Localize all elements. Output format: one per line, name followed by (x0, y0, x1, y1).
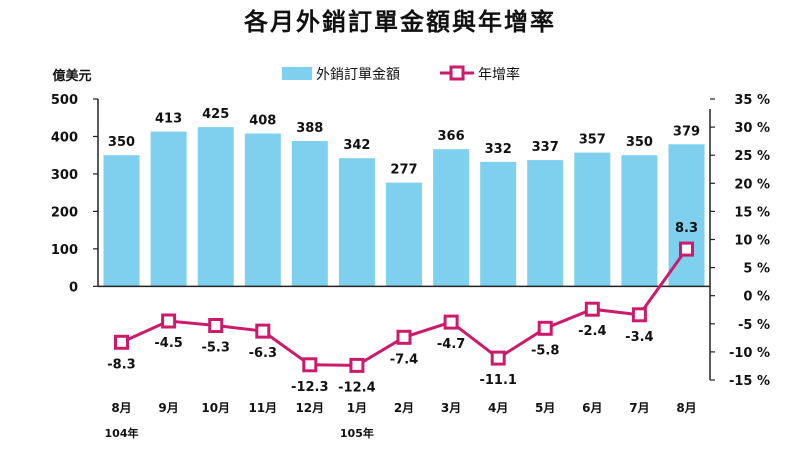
growth-rate-label: -6.3 (249, 346, 277, 361)
labels-layer: 350 413 425 408 388 342 277 366 332 337 357 350 379 -… (107, 107, 700, 395)
legend-bar-swatch (282, 67, 312, 80)
right-tick-label: -10 % (729, 346, 770, 361)
growth-rate-label: 8.3 (675, 221, 698, 236)
bar-value-label: 350 (108, 135, 135, 150)
category-label: 10月 (201, 401, 230, 415)
right-tick-label: 35 % (734, 93, 770, 108)
growth-rate-point (302, 357, 318, 373)
bar (150, 131, 187, 287)
bar (291, 141, 328, 287)
bar-value-label: 408 (249, 114, 276, 129)
category-label: 4月 (488, 401, 508, 415)
legend: 外銷訂單金額 年增率 (282, 65, 520, 83)
right-tick-label: 25 % (734, 149, 770, 164)
bar (244, 133, 281, 287)
category-label: 7月 (629, 401, 649, 415)
bar-value-label: 350 (626, 135, 653, 150)
right-tick-label: 30 % (734, 121, 770, 136)
bar-value-label: 342 (343, 138, 370, 153)
bar (433, 149, 470, 287)
line-layer (114, 241, 694, 373)
right-tick-label: 0 % (743, 290, 770, 305)
growth-rate-label: -11.1 (479, 373, 516, 388)
left-tick-label: 100 (51, 243, 78, 258)
right-tick-label: -15 % (729, 374, 770, 389)
category-label: 9月 (158, 401, 178, 415)
legend-bar-label: 外銷訂單金額 (316, 67, 400, 83)
bar-value-label: 337 (532, 140, 559, 155)
bar-value-label: 332 (485, 142, 512, 157)
bar-value-label: 357 (579, 133, 606, 148)
left-tick-label: 200 (51, 205, 78, 220)
left-tick-label: 400 (51, 130, 78, 145)
category-label: 12月 (295, 401, 324, 415)
category-label: 11月 (248, 401, 277, 415)
growth-rate-point (396, 329, 412, 345)
right-tick-label: 5 % (743, 262, 770, 277)
growth-rate-label: -7.4 (390, 352, 418, 367)
legend-line-marker (449, 65, 465, 81)
bar (338, 158, 375, 287)
left-axis-unit: 億美元 (52, 68, 91, 84)
growth-rate-point (255, 323, 271, 339)
bar-value-label: 425 (202, 107, 229, 122)
growth-rate-point (537, 320, 553, 336)
bar (668, 144, 705, 287)
right-tick-label: -5 % (738, 318, 770, 333)
left-tick-label: 300 (51, 168, 78, 183)
axes-layer: 0 100 200 300 400 500 35 % 30 % 25 % 20 % 15 % 10 %… (51, 93, 770, 440)
category-label: 6月 (582, 401, 602, 415)
bars-layer (103, 127, 705, 287)
growth-rate-point (349, 357, 365, 373)
growth-rate-label: -12.3 (291, 380, 328, 395)
growth-rate-label: -8.3 (107, 357, 135, 372)
left-tick-label: 500 (51, 93, 78, 108)
bar (103, 155, 140, 287)
bar-value-label: 379 (673, 124, 700, 139)
year-label: 105年 (340, 426, 374, 440)
growth-rate-label: -4.5 (154, 336, 182, 351)
bar-value-label: 388 (296, 121, 323, 136)
growth-rate-point (161, 313, 177, 329)
growth-rate-point (631, 307, 647, 323)
category-label: 2月 (394, 401, 414, 415)
growth-rate-label: -2.4 (578, 324, 606, 339)
category-label: 3月 (441, 401, 461, 415)
growth-rate-label: -4.7 (437, 337, 465, 352)
year-label: 104年 (105, 426, 139, 440)
category-label: 8月 (676, 401, 696, 415)
growth-rate-label: -5.8 (531, 343, 559, 358)
growth-rate-label: -5.3 (201, 341, 229, 356)
growth-rate-point (443, 314, 459, 330)
growth-rate-point (490, 350, 506, 366)
category-label: 1月 (347, 401, 367, 415)
bar-value-label: 366 (438, 129, 465, 144)
right-tick-label: 10 % (734, 234, 770, 249)
bar (621, 155, 658, 287)
growth-rate-label: -3.4 (625, 330, 653, 345)
category-label: 5月 (535, 401, 555, 415)
bar (480, 161, 517, 287)
bar (386, 182, 422, 287)
category-label: 8月 (111, 401, 131, 415)
growth-rate-point (679, 241, 694, 257)
bar-value-label: 413 (155, 112, 182, 127)
bar (197, 127, 234, 287)
left-tick-label: 0 (69, 280, 78, 295)
legend-line-label: 年增率 (478, 66, 520, 83)
chart-title: 各月外銷訂單金額與年增率 (243, 8, 556, 36)
growth-rate-point (208, 318, 224, 333)
bar (527, 160, 564, 287)
right-tick-label: 20 % (734, 177, 770, 192)
bar-value-label: 277 (390, 163, 417, 178)
bar (574, 152, 611, 287)
growth-rate-point (584, 301, 600, 317)
growth-rate-point (114, 334, 129, 350)
right-tick-label: 15 % (734, 205, 770, 220)
growth-rate-label: -12.4 (338, 380, 375, 395)
